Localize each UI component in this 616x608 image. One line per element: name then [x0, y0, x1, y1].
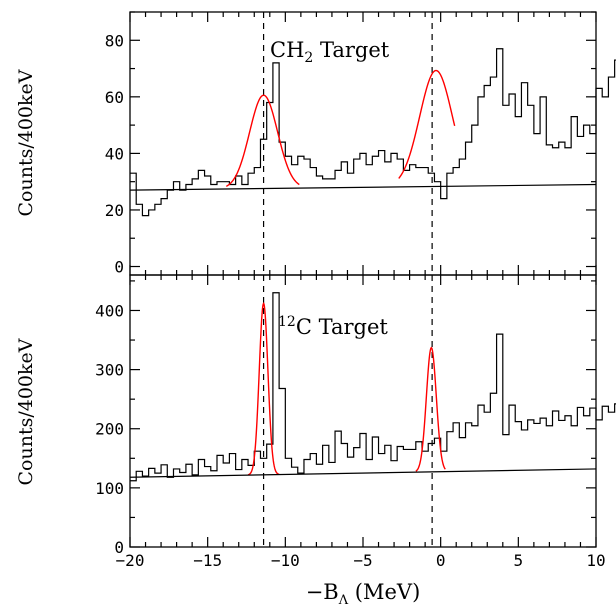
top-y-axis-label: Counts/400keV [15, 69, 37, 216]
bottom-panel: 0 100 200 300 400 −20 −15 −10 −5 0 5 10 [95, 275, 616, 570]
top-y-tick-label: 0 [114, 258, 124, 277]
top-y-tick-label: 20 [105, 201, 124, 220]
top-gaussian-fit [225, 94, 300, 187]
bottom-y-tick-label: 100 [95, 479, 124, 498]
bottom-y-axis-label: Counts/400keV [15, 338, 37, 485]
top-panel-annotation: CH2 Target [270, 38, 390, 66]
top-y-tick-label: 80 [105, 31, 124, 50]
top-gaussian-fit [398, 69, 456, 179]
x-tick-label: 10 [586, 551, 605, 570]
bottom-background-line [129, 468, 597, 478]
x-tick-label: −5 [353, 551, 372, 570]
x-axis-label: −BΛ (MeV) [306, 580, 421, 608]
bottom-y-tick-label: 300 [95, 361, 124, 380]
x-tick-label: −15 [193, 551, 222, 570]
top-background-line [129, 183, 597, 191]
bottom-y-tick-label: 0 [114, 538, 124, 557]
x-tick-label: −20 [116, 551, 145, 570]
top-histogram [130, 48, 616, 217]
bottom-gaussian-fit [247, 301, 280, 476]
bottom-y-tick-label: 200 [95, 420, 124, 439]
bottom-gaussian-fit [415, 346, 446, 472]
x-tick-label: 0 [436, 551, 446, 570]
x-tick-label: 5 [514, 551, 524, 570]
top-panel: 0 20 40 60 80 [105, 11, 616, 277]
bottom-histogram [130, 292, 616, 482]
bottom-panel-annotation: 12C Target [278, 314, 388, 339]
top-y-tick-label: 60 [105, 88, 124, 107]
x-tick-label: −10 [271, 551, 300, 570]
top-y-tick-label: 40 [105, 144, 124, 163]
bottom-y-tick-label: 400 [95, 301, 124, 320]
